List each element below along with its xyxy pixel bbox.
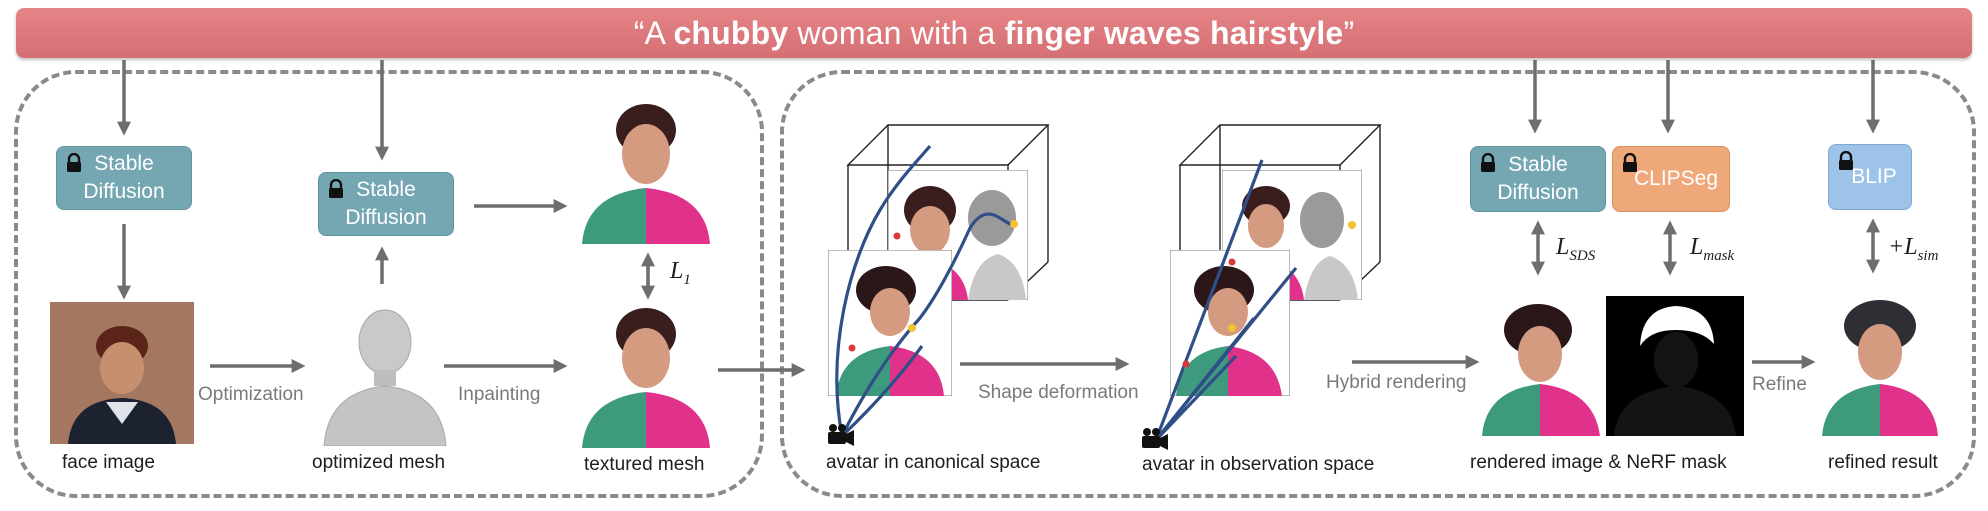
loss-lsim: +Lsim — [1888, 234, 1939, 264]
canonical-ray-3 — [840, 345, 924, 438]
lock-icon — [1623, 153, 1637, 172]
observation-ray-3 — [1154, 266, 1298, 442]
caption-refined-result: refined result — [1828, 452, 1938, 473]
face-image — [50, 302, 194, 444]
camera-icon — [828, 424, 854, 446]
stable-diffusion-box-3: Stable Diffusion — [1470, 146, 1606, 212]
observation-ray-1 — [1154, 159, 1264, 441]
blip-box: BLIP — [1828, 144, 1912, 210]
prompt-text: “A chubby woman with a finger waves hair… — [633, 14, 1355, 51]
lock-icon — [1839, 151, 1853, 170]
optimized-mesh-image — [323, 309, 447, 446]
caption-face-image: face image — [62, 452, 155, 473]
lock-icon — [67, 153, 81, 172]
canonical-ray-1 — [835, 144, 932, 437]
caption-canonical-space: avatar in canonical space — [826, 452, 1041, 473]
caption-observation-space: avatar in observation space — [1142, 454, 1375, 475]
step-optimization: Optimization — [198, 384, 304, 405]
step-refine: Refine — [1752, 374, 1807, 395]
observation-ray-4 — [1154, 354, 1238, 442]
clipseg-box: CLIPSeg — [1612, 146, 1730, 212]
lock-icon — [329, 179, 343, 198]
step-inpainting: Inpainting — [458, 384, 541, 405]
textured-mesh-image-top — [582, 104, 710, 244]
textured-mesh-image-bottom — [582, 308, 710, 448]
canonical-front-image — [828, 250, 952, 396]
loss-lsds: LSDS — [1556, 234, 1596, 264]
stable-diffusion-box-1: Stable Diffusion — [56, 146, 192, 210]
nerf-mask-image — [1606, 296, 1744, 436]
caption-textured-mesh: textured mesh — [584, 454, 705, 475]
stage2-panel — [780, 70, 1976, 498]
refined-result-image — [1822, 300, 1938, 436]
stage1-panel — [14, 70, 764, 498]
lock-icon — [1481, 153, 1495, 172]
step-hybrid-rendering: Hybrid rendering — [1326, 372, 1467, 393]
rendered-image — [1482, 304, 1600, 436]
canonical-ray-2 — [840, 212, 1017, 437]
caption-rendered-image: rendered image & NeRF mask — [1470, 452, 1727, 473]
prompt-banner: “A chubby woman with a finger waves hair… — [16, 8, 1972, 58]
stable-diffusion-box-2: Stable Diffusion — [318, 172, 454, 236]
camera-icon — [1142, 428, 1168, 450]
caption-optimized-mesh: optimized mesh — [312, 452, 446, 473]
step-shape-deformation: Shape deformation — [978, 382, 1139, 403]
loss-l1: L1 — [670, 258, 691, 288]
loss-lmask: Lmask — [1690, 234, 1735, 264]
